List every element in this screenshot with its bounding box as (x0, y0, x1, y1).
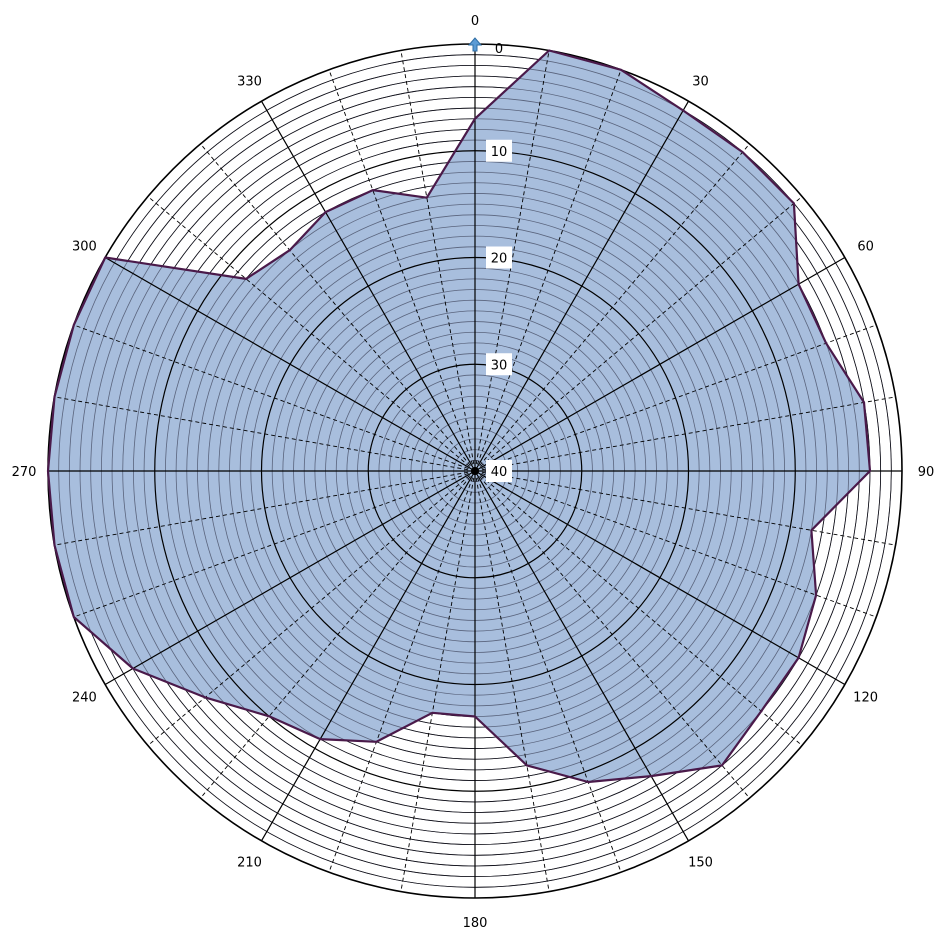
minor-spoke (328, 69, 476, 472)
angle-tick-label: 180 (463, 916, 488, 931)
major-spoke (104, 256, 476, 472)
minor-spoke (400, 50, 476, 472)
radial-tick-label: 0 (495, 42, 503, 57)
minor-spoke (328, 470, 476, 873)
major-spoke (104, 470, 476, 686)
minor-spoke (474, 143, 750, 472)
radial-label-bg (486, 139, 512, 162)
minor-spoke (200, 143, 476, 472)
angle-tick-label: 0 (471, 14, 479, 29)
radial-tick-label: 20 (491, 252, 508, 267)
angle-tick-label: 90 (918, 465, 935, 480)
marker-layer (467, 37, 483, 52)
angle-tick-label: 330 (237, 74, 262, 89)
minor-spoke (474, 196, 803, 472)
minor-spoke (400, 470, 476, 892)
minor-spoke (474, 69, 622, 472)
radial-label-bg (486, 353, 512, 376)
minor-spoke (474, 470, 550, 892)
angle-tick-label: 240 (72, 691, 97, 706)
minor-spoke (474, 470, 877, 618)
minor-spoke (474, 470, 896, 546)
minor-spoke (73, 470, 476, 618)
radial-tick-label: 30 (491, 358, 508, 373)
minor-spoke (73, 324, 476, 472)
major-spoke (260, 470, 476, 842)
major-spoke (260, 100, 476, 472)
radial-label-bg (486, 460, 512, 482)
minor-spoke (147, 470, 476, 746)
major-spoke (474, 470, 846, 686)
major-spoke (474, 100, 690, 472)
minor-spoke (147, 196, 476, 472)
major-spoke (474, 256, 846, 472)
angle-tick-label: 60 (857, 240, 874, 255)
angle-tick-label: 300 (72, 240, 97, 255)
angle-tick-label: 150 (688, 856, 713, 871)
minor-spoke (474, 470, 803, 746)
radial-label-bg (486, 246, 512, 269)
minor-spoke (474, 396, 896, 472)
minor-spoke (54, 396, 476, 472)
major-spoke (474, 470, 690, 842)
north-arrow-icon (467, 37, 483, 52)
angle-tick-label: 270 (12, 465, 37, 480)
minor-spoke (474, 470, 750, 799)
angle-tick-label: 30 (692, 74, 709, 89)
angle-tick-label: 210 (237, 856, 262, 871)
angle-tick-label: 120 (853, 691, 878, 706)
minor-spoke (474, 324, 877, 472)
data-outline (46, 49, 872, 784)
minor-spoke (200, 470, 476, 799)
radial-tick-label: 40 (491, 465, 508, 480)
minor-spoke (474, 50, 550, 472)
angular-spokes (46, 44, 902, 898)
minor-spoke (474, 470, 622, 873)
radial-tick-labels: 0 10 20 30 40 (486, 42, 512, 482)
minor-spoke (54, 470, 476, 546)
data-area-layer (48, 50, 892, 888)
radial-tick-label: 10 (491, 145, 508, 160)
